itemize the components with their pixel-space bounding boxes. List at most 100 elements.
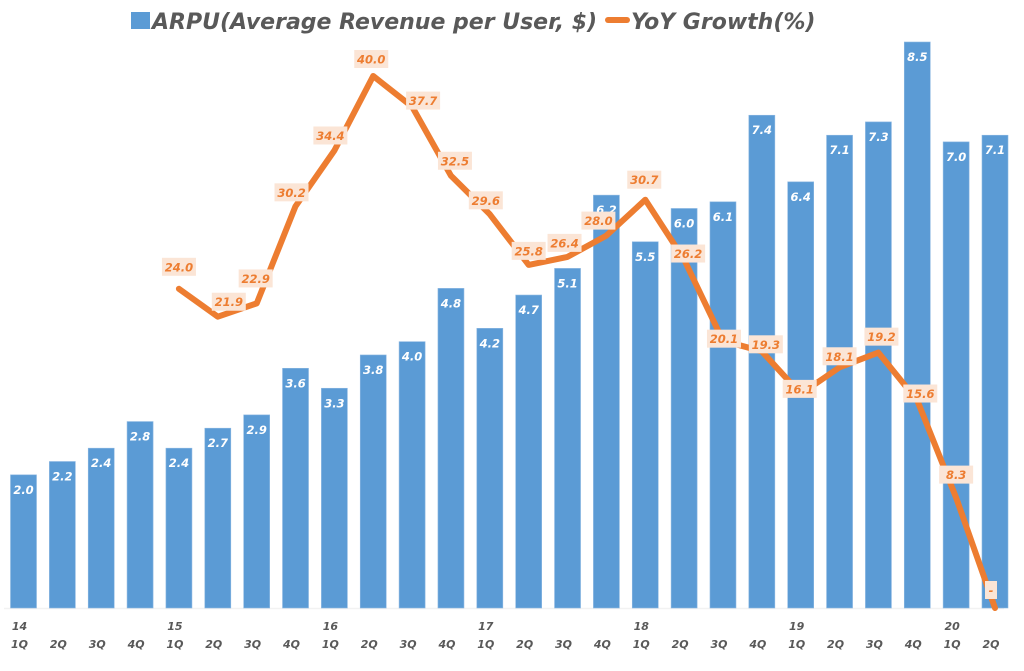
line-data-label: 19.3 xyxy=(752,338,780,352)
x-tick-year: 15 xyxy=(167,620,183,633)
line-labels: 24.0 21.9 22.9 30.2 34.4 40.0 37.7 32.5 29.6 25.8… xyxy=(161,50,997,599)
bar-arpu-12 xyxy=(476,328,504,609)
x-tick-quarter: 3Q xyxy=(89,638,106,651)
x-tick-quarter: 1Q xyxy=(788,638,805,651)
x-tick-quarter: 4Q xyxy=(593,638,611,651)
x-tick-quarter: 4Q xyxy=(127,638,145,651)
line-data-label: 22.9 xyxy=(241,272,269,286)
line-data-label: 29.6 xyxy=(472,194,500,208)
bar-data-label: 2.7 xyxy=(208,436,228,450)
line-data-label: 28.0 xyxy=(584,214,612,228)
x-tick-year: 17 xyxy=(478,620,494,633)
bar-data-label: 4.2 xyxy=(479,336,500,350)
x-tick-quarter: 2Q xyxy=(827,638,844,651)
bar-arpu-4 xyxy=(165,447,193,609)
line-data-label: 25.8 xyxy=(514,244,542,258)
bar-arpu-5 xyxy=(204,427,232,609)
line-data-label: 37.7 xyxy=(409,94,437,108)
bar-arpu-18 xyxy=(709,201,737,609)
x-tick-quarter: 3Q xyxy=(244,638,261,651)
bar-labels: 2.0 2.2 2.4 2.8 2.4 2.7 2.9 3.6 3.3 3.8 4.0 4.8 4.2 4… xyxy=(13,50,1005,497)
bar-arpu-16 xyxy=(631,241,659,609)
legend-label-arpu: ARPU(Average Revenue per User, $) xyxy=(150,10,597,35)
bar-data-label: 2.4 xyxy=(91,456,111,470)
bar-arpu-23 xyxy=(903,41,931,609)
line-data-label: 30.2 xyxy=(277,186,305,200)
x-tick-quarter: 1Q xyxy=(633,638,650,651)
bar-data-label: 5.5 xyxy=(635,250,655,264)
x-tick-quarter: 1Q xyxy=(477,638,494,651)
line-data-label: 30.7 xyxy=(630,173,658,187)
line-label-bg xyxy=(354,50,389,68)
bar-data-label: 7.4 xyxy=(752,123,772,137)
bar-arpu-10 xyxy=(398,341,426,609)
line-data-label: 32.5 xyxy=(441,154,469,168)
bar-arpu-3 xyxy=(126,421,154,609)
x-tick-quarter: 4Q xyxy=(904,638,922,651)
x-tick-quarter: 2Q xyxy=(361,638,378,651)
line-data-label: 21.9 xyxy=(215,295,243,309)
bar-data-label: 8.5 xyxy=(907,50,927,64)
line-data-label: 8.3 xyxy=(946,468,966,482)
bar-data-label: 3.8 xyxy=(363,363,383,377)
line-label-bg xyxy=(547,233,582,252)
bar-data-label: 2.4 xyxy=(169,456,189,470)
x-tick-quarter: 3Q xyxy=(400,638,417,651)
bar-arpu-25 xyxy=(981,134,1009,609)
line-data-label: 40.0 xyxy=(356,53,385,67)
line-label-bg xyxy=(274,183,309,202)
line-data-label: 19.2 xyxy=(867,330,895,344)
bar-data-label: 2.2 xyxy=(52,470,72,484)
bar-data-label: 7.1 xyxy=(829,143,849,157)
bar-data-label: 4.8 xyxy=(440,296,461,310)
line-data-label: 16.1 xyxy=(786,382,814,396)
line-label-bg xyxy=(581,211,616,230)
bar-arpu-7 xyxy=(282,367,309,609)
line-label-bg xyxy=(782,379,817,398)
bar-arpu-2 xyxy=(87,447,115,609)
line-data-label: 34.4 xyxy=(316,129,344,143)
bar-data-label: 6.4 xyxy=(791,190,811,204)
bar-data-label: 7.3 xyxy=(868,130,888,144)
line-label-bg xyxy=(211,292,246,311)
x-tick-year: 14 xyxy=(12,620,27,633)
line-data-label: 24.0 xyxy=(165,260,193,274)
line-label-bg xyxy=(627,170,662,189)
bar-data-label: 5.1 xyxy=(557,276,577,290)
legend-swatch-arpu xyxy=(131,12,150,29)
x-tick-quarter: 3Q xyxy=(866,638,883,651)
line-data-label: 15.6 xyxy=(906,387,934,401)
bars-series xyxy=(10,41,1009,609)
bar-data-label: 4.7 xyxy=(517,303,538,317)
line-data-label: 18.1 xyxy=(825,350,853,364)
x-tick-quarter: 1Q xyxy=(944,638,961,651)
bar-data-label: 2.9 xyxy=(246,423,266,437)
x-tick-year: 18 xyxy=(634,620,650,633)
bar-arpu-1 xyxy=(49,461,76,609)
bar-data-label: 6.0 xyxy=(674,216,694,230)
line-label-bg xyxy=(238,269,273,288)
x-tick-year: 16 xyxy=(323,620,339,633)
x-tick-quarter: 4Q xyxy=(282,638,300,651)
x-tick-quarter: 3Q xyxy=(555,638,572,651)
legend: ARPU(Average Revenue per User, $) YoY Gr… xyxy=(131,10,815,35)
x-tick-year: 19 xyxy=(789,620,805,633)
x-tick-quarter: 2Q xyxy=(672,638,689,651)
bar-arpu-13 xyxy=(515,294,542,609)
line-data-label: 20.1 xyxy=(710,332,738,346)
bar-data-label: 2.0 xyxy=(13,483,33,497)
line-label-bg xyxy=(511,241,546,260)
x-tick-quarter: 1Q xyxy=(11,638,28,651)
line-data-label: 26.2 xyxy=(674,247,702,261)
line-label-bg xyxy=(437,151,472,170)
bar-arpu-17 xyxy=(670,208,698,609)
x-tick-quarter: 4Q xyxy=(437,638,455,651)
legend-label-yoy: YoY Growth(%) xyxy=(631,10,815,35)
line-label-bg xyxy=(985,581,997,599)
line-label-bg xyxy=(161,257,196,276)
line-data-label: - xyxy=(989,584,994,598)
x-tick-quarter: 3Q xyxy=(710,638,727,651)
bar-data-label: 7.1 xyxy=(985,143,1005,157)
line-label-bg xyxy=(748,335,783,354)
